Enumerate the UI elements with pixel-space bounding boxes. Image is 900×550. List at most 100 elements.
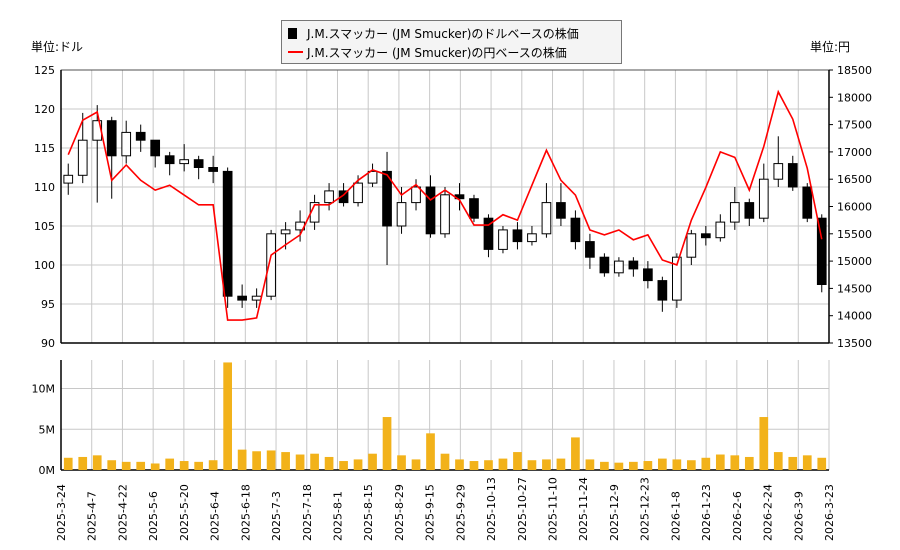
y-tick-right: 14500	[837, 282, 872, 295]
x-tick-label: 2026-3-23	[823, 484, 836, 541]
y-tick-left: 95	[41, 298, 55, 311]
y-tick-right: 17000	[837, 146, 872, 159]
volume-bar	[643, 461, 653, 470]
black-square-icon	[288, 27, 297, 39]
volume-bar	[513, 452, 522, 470]
volume-bar	[498, 458, 508, 470]
x-tick-label: 2025-7-3	[270, 491, 283, 541]
x-tick-label: 2025-8-15	[362, 484, 375, 541]
right-unit-label: 単位:円	[810, 40, 851, 54]
candle-body	[556, 202, 566, 219]
volume-y-tick: 0M	[39, 464, 56, 477]
volume-bar	[469, 461, 479, 470]
candle-body	[729, 202, 740, 223]
volume-bar	[150, 463, 160, 470]
candle-body	[266, 233, 276, 297]
x-tick-label: 2025-9-15	[424, 484, 437, 541]
volume-bar	[63, 457, 73, 470]
volume-y-tick: 5M	[39, 423, 56, 436]
candle-body	[816, 217, 827, 285]
candle-body	[599, 256, 610, 274]
candle-body	[469, 198, 479, 219]
candle-body	[338, 190, 349, 204]
volume-bar	[629, 461, 638, 470]
candle-body	[77, 139, 88, 176]
volume-bar	[92, 455, 102, 470]
y-tick-left: 105	[34, 220, 55, 233]
legend-label-jpy: J.M.スマッカー (JM Smucker)の円ベースの株価	[307, 45, 567, 60]
y-tick-right: 14000	[837, 310, 872, 323]
candle-body	[628, 260, 639, 270]
candle-body	[121, 131, 132, 157]
volume-bar	[672, 459, 682, 470]
red-line-icon	[288, 51, 303, 53]
x-tick-label: 2025-11-24	[577, 477, 590, 541]
volume-bar	[484, 460, 493, 470]
x-tick-label: 2026-3-9	[792, 491, 805, 541]
x-tick-label: 2025-12-23	[639, 477, 652, 541]
volume-bar	[614, 462, 624, 470]
legend: J.M.スマッカー (JM Smucker)のドルベースの株価 J.M.スマッカ…	[281, 20, 622, 64]
volume-bar	[121, 461, 131, 470]
candle-body	[657, 280, 668, 301]
candle-body	[324, 190, 334, 204]
x-tick-label: 2025-4-22	[116, 484, 129, 541]
candle-body	[193, 159, 204, 168]
candle-body	[787, 163, 798, 188]
volume-bar	[788, 456, 798, 470]
y-tick-left: 110	[34, 181, 55, 194]
candle-body	[643, 268, 653, 282]
candle-body	[208, 167, 218, 172]
volume-bar	[527, 460, 537, 470]
legend-item-usd: J.M.スマッカー (JM Smucker)のドルベースの株価	[288, 24, 579, 42]
volume-bar	[817, 457, 827, 470]
volume-bar	[339, 461, 348, 470]
candle-body	[411, 186, 421, 204]
x-tick-label: 2025-6-4	[209, 491, 222, 541]
candle-body	[280, 229, 291, 235]
candle-body	[744, 202, 755, 219]
y-tick-right: 15000	[837, 255, 872, 268]
y-tick-left: 90	[41, 337, 55, 350]
candle-body	[382, 170, 392, 227]
jpy-price-line	[67, 89, 823, 321]
volume-bar	[310, 453, 319, 470]
y-tick-right: 16000	[837, 201, 872, 214]
volume-bar	[223, 362, 232, 470]
volume-bar	[266, 450, 276, 470]
volume-bar	[107, 460, 117, 470]
candle-body	[483, 217, 494, 250]
volume-bar	[658, 458, 667, 470]
x-tick-label: 2025-10-27	[516, 477, 529, 541]
candle-body	[251, 295, 262, 301]
volume-bar	[194, 461, 204, 470]
candle-body	[715, 221, 726, 239]
volume-bar	[237, 449, 247, 470]
volume-bar	[701, 457, 711, 470]
volume-bar	[368, 453, 377, 470]
x-tick-label: 2025-8-1	[331, 491, 344, 541]
candle-body	[512, 229, 523, 243]
candle-body	[353, 182, 363, 204]
candle-body	[758, 178, 769, 219]
volume-bar	[179, 461, 189, 470]
candle-body	[614, 260, 624, 274]
candle-body	[773, 163, 784, 180]
volume-bar	[78, 456, 88, 470]
y-tick-left: 125	[34, 64, 55, 77]
candle-body	[425, 186, 436, 235]
volume-bar	[165, 458, 175, 470]
candle-body	[672, 256, 682, 301]
volume-bar	[324, 456, 334, 470]
y-tick-left: 115	[34, 142, 55, 155]
candle-body	[106, 120, 117, 157]
x-tick-label: 2025-7-18	[301, 484, 314, 541]
candle-body	[164, 155, 175, 165]
candle-body	[367, 170, 378, 184]
y-tick-right: 16500	[837, 173, 872, 186]
volume-bar	[585, 459, 595, 470]
volume-bar	[542, 459, 551, 470]
candle-body	[802, 186, 813, 219]
